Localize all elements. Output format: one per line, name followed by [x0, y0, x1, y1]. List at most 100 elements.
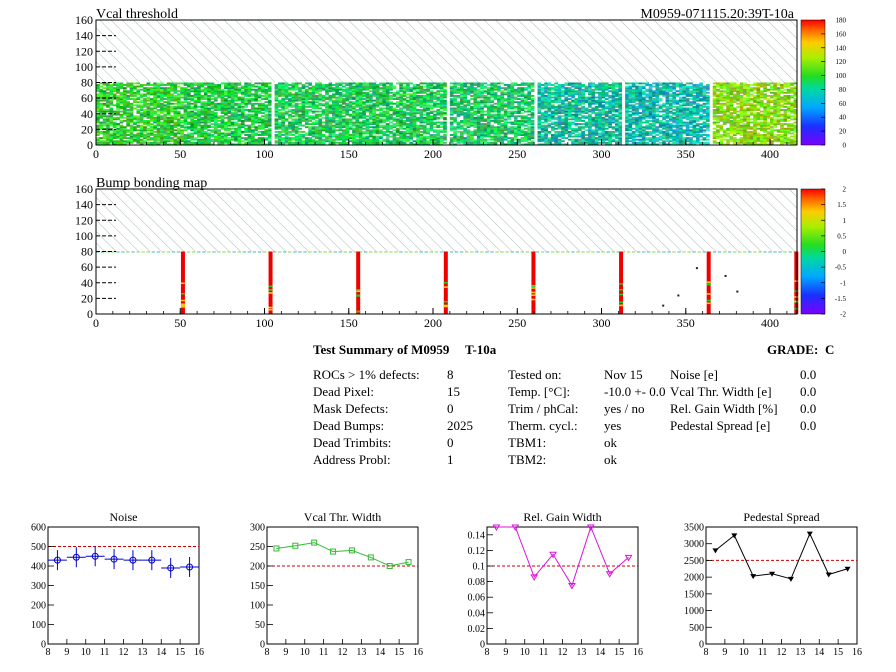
- pixel-cell: [96, 143, 100, 146]
- pixel-cell: [368, 95, 373, 97]
- pixel-cell: [277, 116, 282, 119]
- pixel-cell: [358, 105, 363, 108]
- pixel-cell: [294, 87, 299, 90]
- pixel-cell: [288, 137, 292, 140]
- pixel-cell: [146, 109, 151, 111]
- pixel-cell: [267, 140, 272, 143]
- pixel-cell: [527, 113, 532, 116]
- pixel-cell: [433, 138, 437, 141]
- pixel-cell: [251, 141, 255, 144]
- pixel-cell: [362, 135, 366, 138]
- pixel-cell: [109, 134, 114, 136]
- pixel-cell: [604, 98, 609, 100]
- pixel-cell: [433, 130, 437, 133]
- pixel-cell: [581, 116, 585, 119]
- pixel-cell: [126, 113, 131, 116]
- pixel-cell: [129, 85, 134, 88]
- pixel-cell: [139, 134, 144, 136]
- pixel-cell: [224, 93, 228, 96]
- pixel-cell: [544, 96, 548, 99]
- pixel-cell: [449, 137, 454, 140]
- pixel-cell: [173, 105, 178, 108]
- pixel-cell: [331, 110, 336, 113]
- pixel-cell: [594, 84, 599, 86]
- pixel-cell: [608, 134, 612, 136]
- pixel-cell: [136, 104, 141, 107]
- pixel-cell: [318, 135, 323, 138]
- pixel-cell: [362, 127, 366, 130]
- pixel-cell: [459, 124, 464, 127]
- pixel-cell: [321, 99, 326, 102]
- pixel-cell: [99, 140, 104, 143]
- pixel-cell: [524, 93, 528, 96]
- pixel-cell: [301, 130, 306, 133]
- pixel-cell: [112, 104, 117, 107]
- pixel-cell: [392, 98, 397, 100]
- pixel-cell: [389, 116, 393, 119]
- pixel-cell: [281, 129, 286, 132]
- pixel-cell: [618, 126, 623, 129]
- pixel-cell: [449, 85, 454, 88]
- pixel-cell: [99, 141, 104, 144]
- pixel-cell: [355, 141, 360, 144]
- pixel-cell: [220, 102, 225, 105]
- pixel-cell: [392, 134, 397, 136]
- pixel-cell: [267, 107, 272, 110]
- pixel-cell: [574, 143, 579, 146]
- pixel-cell: [129, 113, 134, 116]
- pixel-cell: [372, 93, 377, 96]
- pixel-cell: [463, 115, 468, 118]
- pixel-cell: [146, 116, 151, 119]
- pixel-cell: [466, 102, 471, 105]
- pixel-cell: [490, 104, 494, 107]
- pixel-cell: [588, 85, 592, 88]
- pixel-cell: [557, 95, 562, 97]
- pixel-cell: [615, 93, 619, 96]
- pixel-cell: [291, 137, 296, 140]
- pixel-cell: [419, 140, 424, 143]
- pixel-cell: [291, 110, 296, 113]
- pixel-cell: [342, 93, 346, 96]
- pixel-cell: [456, 88, 461, 91]
- pixel-cell: [308, 109, 312, 111]
- pixel-cell: [368, 101, 373, 104]
- pixel-cell: [348, 93, 353, 96]
- pixel-cell: [345, 143, 350, 146]
- pixel-cell: [537, 82, 542, 85]
- pixel-cell: [409, 112, 414, 115]
- pixel-cell: [213, 115, 218, 118]
- pixel-cell: [217, 88, 221, 91]
- pixel-cell: [96, 134, 100, 136]
- pixel-cell: [149, 110, 154, 113]
- pixel-cell: [224, 141, 228, 144]
- pixel-cell: [284, 126, 289, 129]
- pixel-cell: [453, 132, 457, 135]
- pixel-cell: [224, 113, 228, 116]
- pixel-cell: [166, 143, 171, 146]
- pixel-cell: [116, 88, 120, 91]
- pixel-cell: [315, 107, 319, 110]
- pixel-cell: [429, 112, 434, 115]
- pixel-cell: [416, 99, 420, 102]
- pixel-cell: [500, 141, 505, 144]
- pixel-cell: [550, 118, 555, 121]
- pixel-cell: [483, 101, 488, 104]
- pixel-cell: [419, 115, 424, 118]
- pixel-cell: [331, 134, 336, 136]
- pixel-cell: [547, 93, 552, 96]
- pixel-cell: [311, 134, 316, 136]
- pixel-cell: [96, 102, 100, 105]
- pixel-cell: [486, 127, 491, 130]
- pixel-cell: [217, 93, 221, 96]
- pixel-cell: [470, 130, 474, 133]
- pixel-cell: [419, 137, 424, 140]
- pixel-cell: [345, 123, 350, 125]
- pixel-cell: [412, 110, 417, 113]
- pixel-cell: [564, 84, 569, 86]
- pixel-cell: [422, 101, 427, 104]
- pixel-cell: [581, 102, 585, 105]
- pixel-cell: [143, 120, 147, 122]
- pixel-cell: [591, 91, 596, 94]
- pixel-cell: [136, 140, 141, 143]
- pixel-cell: [348, 134, 353, 136]
